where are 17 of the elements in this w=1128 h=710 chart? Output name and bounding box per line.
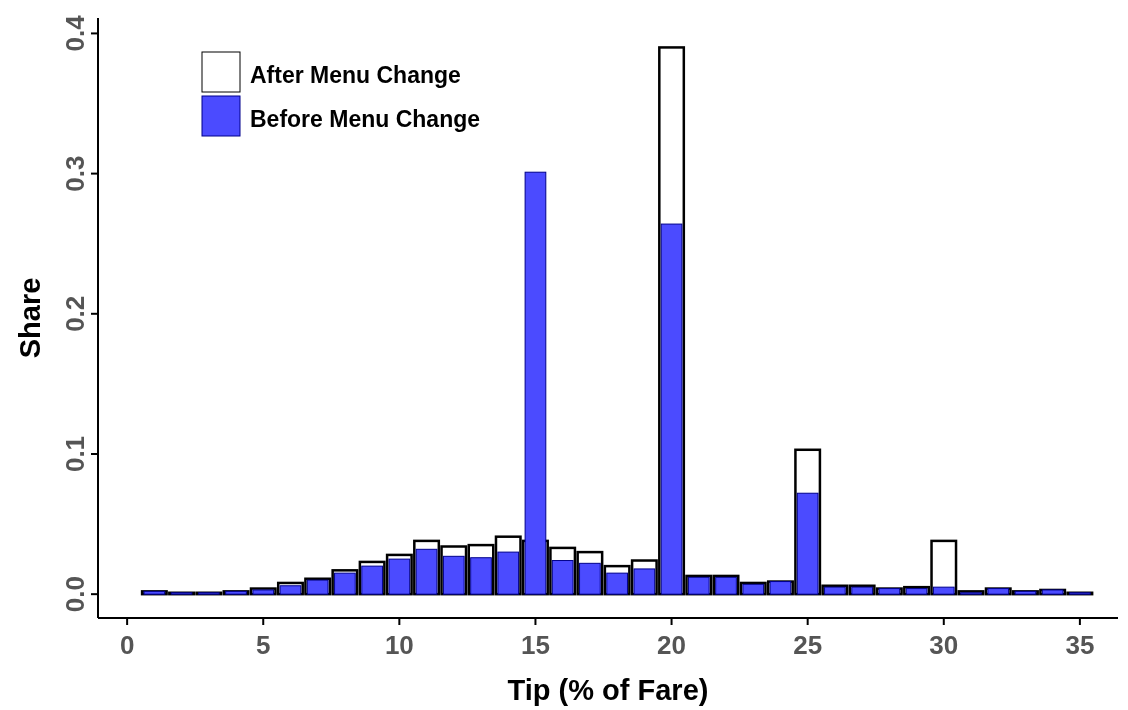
x-tick-label: 35 bbox=[1065, 630, 1095, 660]
x-axis-title: Tip (% of Fare) bbox=[507, 674, 709, 706]
legend-label: After Menu Change bbox=[250, 62, 461, 88]
legend-label: Before Menu Change bbox=[250, 106, 481, 132]
x-tick-label: 25 bbox=[793, 630, 823, 660]
x-tick-label: 5 bbox=[256, 630, 271, 660]
y-tick-label: 0.2 bbox=[60, 295, 90, 332]
x-tick-label: 10 bbox=[384, 630, 414, 660]
x-tick-label: 30 bbox=[929, 630, 959, 660]
x-tick-label: 0 bbox=[119, 630, 135, 660]
y-tick-label: 0.3 bbox=[60, 155, 90, 192]
y-tick-label: 0.4 bbox=[60, 14, 90, 52]
y-tick-label: 0.0 bbox=[60, 576, 90, 613]
x-tick-label: 15 bbox=[520, 630, 550, 660]
y-axis-title: Share bbox=[14, 277, 46, 359]
x-tick-label: 20 bbox=[657, 630, 687, 660]
y-tick-label: 0.1 bbox=[60, 435, 90, 473]
